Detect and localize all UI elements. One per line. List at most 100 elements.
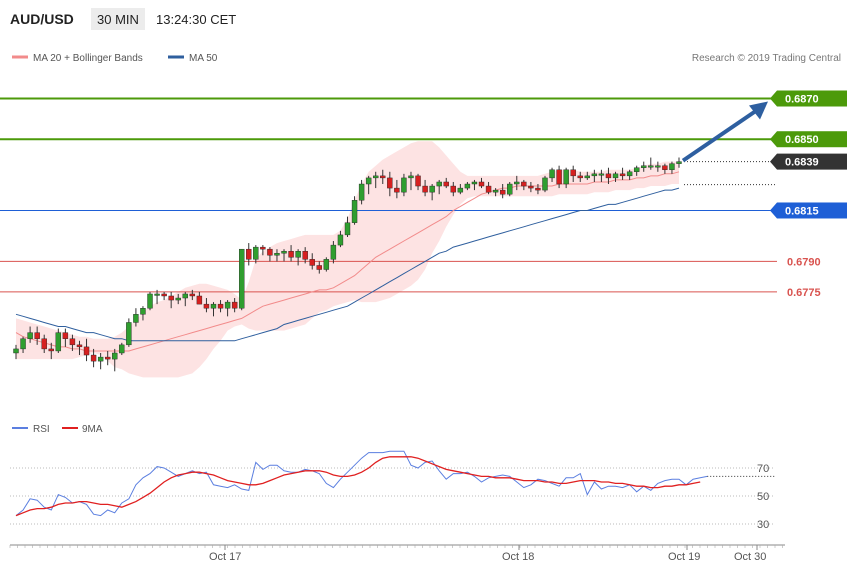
- rsi-legend-label: RSI: [33, 424, 50, 435]
- candle-body: [161, 293, 167, 297]
- candle-body: [83, 346, 90, 356]
- candle: [598, 169, 605, 182]
- candle: [577, 171, 583, 182]
- candle-body: [196, 295, 203, 305]
- candle: [358, 179, 365, 205]
- candle-body: [641, 165, 647, 168]
- ma20-legend-label: MA 20 + Bollinger Bands: [33, 53, 143, 64]
- candle-body: [471, 181, 478, 185]
- level-support-5: 0.6775: [0, 287, 821, 299]
- x-tick-label: Oct 30: [734, 551, 766, 563]
- candle-body: [556, 169, 562, 185]
- candle-body: [217, 303, 224, 309]
- candle-body: [246, 248, 252, 260]
- x-tick-label: Oct 18: [502, 551, 534, 563]
- level-label: 0.6850: [785, 134, 819, 146]
- candle: [478, 177, 485, 189]
- candle: [97, 352, 104, 370]
- candle-body: [676, 161, 682, 164]
- candle-body: [591, 173, 598, 177]
- rsi-tick-label: 70: [757, 463, 769, 475]
- candle: [619, 167, 626, 180]
- candle-body: [648, 165, 654, 168]
- candle-body: [577, 175, 583, 179]
- candle: [253, 245, 259, 264]
- candle: [605, 167, 612, 185]
- candle: [90, 348, 97, 368]
- candle: [584, 171, 591, 180]
- candle: [133, 308, 139, 327]
- candle-body: [570, 169, 576, 177]
- candle: [246, 243, 252, 266]
- candles: [13, 157, 682, 372]
- candle: [267, 247, 273, 262]
- candle-body: [351, 200, 358, 223]
- candle: [591, 169, 598, 182]
- candle-body: [210, 303, 217, 309]
- candle: [154, 289, 160, 305]
- candle: [147, 291, 153, 311]
- candle: [203, 298, 210, 313]
- arrow-shaft: [681, 107, 760, 163]
- candle-body: [499, 189, 506, 195]
- candle: [217, 300, 224, 313]
- candle-body: [267, 248, 273, 256]
- candle: [302, 247, 308, 264]
- candle: [239, 248, 245, 311]
- candle-body: [112, 352, 118, 360]
- candle: [535, 184, 541, 195]
- candle: [344, 216, 351, 237]
- candle-body: [316, 265, 322, 270]
- candle: [175, 293, 181, 305]
- candle-body: [598, 173, 605, 176]
- candle-body: [309, 259, 315, 266]
- candle-body: [34, 332, 40, 339]
- candle: [626, 169, 633, 180]
- candle-body: [119, 344, 125, 354]
- candle-body: [55, 332, 62, 352]
- candle-body: [76, 344, 83, 348]
- candle: [556, 165, 562, 189]
- candle-body: [485, 185, 492, 193]
- candle: [365, 175, 372, 195]
- candle: [231, 298, 238, 313]
- candle-body: [140, 308, 146, 315]
- level-label-box: [777, 202, 847, 219]
- candle-body: [239, 248, 245, 309]
- candle: [676, 157, 682, 168]
- candle-body: [464, 183, 471, 189]
- candle-body: [337, 234, 344, 246]
- candle-body: [27, 332, 33, 339]
- candle: [76, 340, 83, 356]
- interval-label: 30 MIN: [97, 12, 139, 27]
- level-label: 0.6870: [785, 94, 819, 106]
- candle-body: [13, 348, 19, 354]
- candle-body: [429, 185, 435, 193]
- candle-body: [521, 181, 527, 187]
- level-target-1: 0.6850: [0, 131, 847, 148]
- level-pivot-3: 0.6815: [0, 202, 847, 219]
- level-last-2: 0.6839: [684, 153, 847, 186]
- candle: [112, 348, 118, 372]
- candle: [408, 171, 414, 191]
- candle-body: [549, 169, 555, 179]
- candle-body: [97, 356, 104, 362]
- candle-body: [662, 165, 668, 170]
- candle-body: [450, 185, 456, 193]
- candle-body: [330, 244, 337, 260]
- candle-body: [626, 171, 633, 177]
- candle: [394, 179, 400, 199]
- candle: [337, 230, 344, 248]
- candle-body: [563, 169, 569, 185]
- level-label-box: [777, 90, 847, 107]
- candle: [521, 179, 527, 191]
- candle: [492, 188, 499, 197]
- candle: [41, 334, 47, 353]
- candle-body: [90, 354, 97, 362]
- rsi-tick-label: 30: [757, 519, 769, 531]
- candle: [415, 173, 421, 191]
- candle-body: [373, 175, 379, 179]
- candle-body: [224, 301, 231, 309]
- candle-body: [253, 246, 259, 260]
